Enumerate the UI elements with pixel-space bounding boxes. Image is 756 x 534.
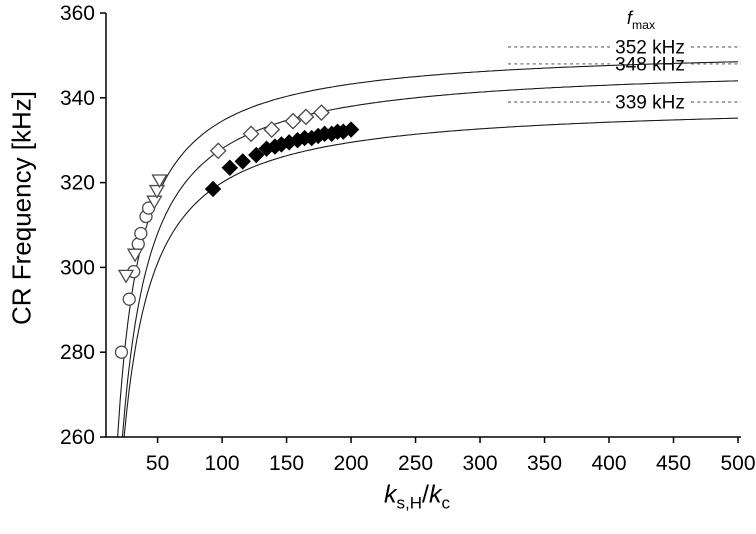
x-tick-label: 100	[205, 452, 240, 475]
asymptote-352: 352 kHz	[508, 37, 741, 58]
data-point-circle	[114, 345, 129, 359]
series-open-diamonds	[209, 104, 330, 160]
x-tick-label: 250	[398, 452, 433, 475]
data-point-circle	[122, 292, 136, 306]
x-axis-divider: /	[422, 480, 429, 509]
x-tick-label: 300	[463, 452, 498, 475]
asymptote-339: 339 kHz	[508, 93, 741, 114]
x-tick-label: 200	[334, 452, 369, 475]
y-tick-label: 340	[60, 87, 95, 110]
y-axis-title: CR Frequency [kHz]	[6, 90, 37, 326]
data-point-diamond	[248, 146, 265, 164]
data-point-diamond	[221, 159, 239, 176]
series-open-triangles	[117, 174, 168, 284]
y-tick-label: 280	[60, 341, 95, 364]
y-tick-label: 360	[60, 2, 95, 25]
data-point-circle	[134, 226, 148, 241]
x-tick-label: 400	[591, 452, 626, 475]
fmax-subscript: max	[631, 17, 656, 32]
y-tick-label: 320	[60, 172, 95, 195]
x-axis-subscript-denominator: c	[441, 493, 450, 513]
x-tick-label: 450	[656, 452, 691, 475]
data-point-triangle-down	[148, 184, 166, 199]
fit-curve-fmax-352	[117, 61, 738, 438]
fmax-annotation-header: fmax	[627, 8, 655, 32]
y-tick-label: 300	[60, 256, 95, 279]
x-tick-label: 350	[527, 452, 562, 475]
asymptote-label: 348 kHz	[615, 54, 685, 75]
data-point-diamond	[263, 121, 281, 139]
axis-spines	[105, 13, 741, 438]
data-point-diamond	[204, 180, 222, 198]
fit-curve-fmax-348	[121, 80, 739, 438]
data-point-diamond	[209, 142, 227, 160]
y-tick-label: 260	[60, 426, 95, 449]
series-open-circles	[114, 201, 156, 359]
asymptote-label: 339 kHz	[615, 93, 685, 114]
asymptote-label: 352 kHz	[615, 37, 685, 58]
x-tick-label: 150	[269, 452, 304, 475]
data-point-diamond	[342, 121, 360, 138]
data-point-diamond	[234, 153, 251, 170]
x-axis-subscript-numerator: s,H	[396, 493, 423, 513]
x-tick-label: 500	[720, 452, 755, 475]
data-point-diamond	[242, 125, 260, 143]
x-axis-symbol-denominator: k	[428, 480, 442, 509]
x-axis-symbol-numerator: k	[384, 480, 397, 509]
data-point-diamond	[297, 108, 315, 126]
x-tick-label: 50	[146, 452, 169, 475]
data-point-triangle-down	[117, 269, 135, 284]
fmax-symbol: f	[626, 8, 632, 29]
asymptote-348: 348 kHz	[508, 54, 741, 75]
data-point-diamond	[312, 104, 330, 122]
data-point-triangle-down	[126, 248, 144, 263]
fit-curve-fmax-339	[123, 117, 738, 438]
data-point-diamond	[284, 112, 302, 130]
x-axis-title: ks,H/kc	[384, 481, 450, 514]
data-point-triangle-down	[146, 195, 163, 210]
data-point-triangle-down	[151, 174, 168, 189]
series-filled-diamonds	[204, 121, 360, 198]
